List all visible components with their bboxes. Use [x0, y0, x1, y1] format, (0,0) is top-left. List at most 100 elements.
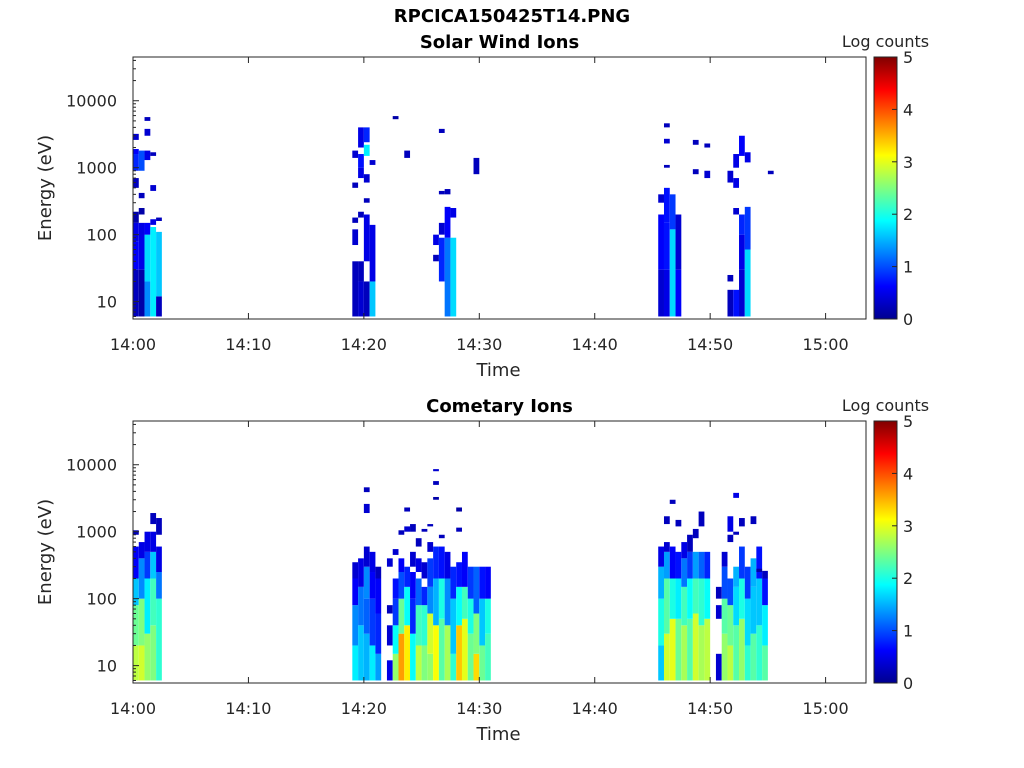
heatmap-cell: [415, 558, 422, 573]
heatmap-cell: [352, 605, 359, 646]
heatmap-cell: [398, 572, 405, 599]
heatmap-cell: [733, 289, 740, 317]
heatmap-cell: [479, 645, 486, 681]
colorbar-tick-label: 2: [903, 205, 913, 224]
heatmap-cell: [133, 269, 139, 317]
heatmap-cell: [739, 518, 745, 527]
heatmap-cell: [358, 167, 364, 179]
colorbar-frame: [873, 56, 898, 320]
heatmap-cell: [687, 618, 693, 681]
heatmap-cell: [352, 182, 359, 188]
heatmap-cell: [358, 586, 364, 626]
heatmap-cell: [687, 534, 693, 552]
heatmap-cell: [363, 503, 370, 514]
heatmap-cell: [133, 222, 139, 242]
heatmap-cell: [750, 516, 757, 525]
heatmap-cell: [450, 653, 457, 681]
heatmap-cell: [363, 214, 370, 262]
heatmap-cell: [375, 653, 382, 681]
x-tick-label: 14:00: [110, 699, 156, 718]
heatmap-cell: [456, 527, 462, 532]
heatmap-cell: [369, 551, 376, 573]
heatmap-cell: [739, 546, 745, 579]
heatmap-cell: [438, 128, 445, 133]
heatmap-cell: [762, 605, 768, 646]
heatmap-cell: [404, 566, 411, 587]
heatmap-cell: [363, 174, 370, 183]
heatmap-cell: [444, 578, 451, 626]
heatmap-cell: [715, 586, 722, 599]
heatmap-cell: [392, 625, 399, 654]
heatmap-cell: [427, 524, 434, 527]
heatmap-cell: [704, 618, 711, 681]
heatmap-cell: [669, 229, 676, 317]
heatmap-cell: [681, 625, 688, 681]
y-axis-label: Energy (eV): [35, 499, 56, 605]
heatmap-cell: [762, 570, 768, 579]
heatmap-cell: [421, 645, 428, 681]
heatmap-cell: [363, 633, 370, 681]
heatmap-cell: [138, 192, 145, 199]
heatmap-cell: [456, 586, 462, 626]
x-tick-label: 14:00: [110, 335, 156, 354]
heatmap-cell: [438, 190, 445, 195]
heatmap-cell: [669, 194, 676, 230]
heatmap-cell: [750, 586, 757, 634]
heatmap-cell: [144, 222, 151, 235]
colorbar-tick-label: 3: [903, 153, 913, 172]
heatmap-cell: [138, 150, 145, 171]
heatmap-cell: [762, 645, 768, 681]
x-axis-label: Time: [475, 360, 520, 381]
heatmap-cell: [438, 546, 445, 579]
heatmap-cell: [681, 542, 688, 559]
x-tick-label: 15:00: [803, 335, 849, 354]
heatmap-cell: [438, 237, 445, 282]
y-tick-label: 100: [86, 226, 117, 245]
x-tick-label: 14:50: [687, 335, 733, 354]
heatmap-cell: [444, 625, 451, 681]
heatmap-cell: [698, 578, 705, 626]
heatmap-cell: [456, 507, 462, 512]
heatmap-cell: [767, 170, 774, 175]
heatmap-cell: [369, 224, 376, 282]
colorbar-label: Log counts: [842, 396, 929, 415]
heatmap-cell: [433, 481, 439, 485]
heatmap-cell: [721, 566, 728, 599]
heatmap-cell: [410, 633, 416, 681]
x-tick-label: 15:00: [803, 699, 849, 718]
heatmap-cell: [675, 551, 682, 579]
x-axis-label: Time: [475, 724, 520, 745]
heatmap-cell: [687, 578, 693, 619]
heatmap-cell: [150, 152, 157, 156]
heatmap-cell: [427, 558, 434, 587]
heatmap-cell: [392, 653, 399, 681]
heatmap-cell: [392, 598, 399, 626]
heatmap-cell: [363, 566, 370, 599]
heatmap-cell: [733, 208, 740, 215]
heatmap-cell: [692, 613, 699, 681]
heatmap-cell: [467, 633, 474, 681]
x-tick-label: 14:20: [341, 699, 387, 718]
heatmap-cell: [404, 625, 411, 681]
heatmap-cell: [138, 208, 145, 215]
heatmap-cell: [375, 613, 382, 654]
heatmap-cell: [675, 214, 682, 270]
heatmap-cell: [133, 133, 139, 140]
heatmap-cell: [739, 578, 745, 619]
y-axis-label: Energy (eV): [35, 135, 56, 241]
heatmap-cell: [473, 157, 480, 175]
heatmap-cell: [739, 234, 745, 270]
heatmap-cell: [375, 566, 382, 579]
heatmap-cell: [444, 189, 451, 195]
y-tick-label: 10: [97, 293, 117, 312]
heatmap-cell: [156, 217, 162, 221]
y-tick-label: 1000: [76, 159, 117, 178]
heatmap-cell: [744, 645, 751, 681]
heatmap-cell: [358, 211, 364, 218]
heatmap-cell: [433, 625, 439, 681]
heatmap-cell: [658, 194, 664, 203]
heatmap-cell: [150, 551, 157, 579]
heatmap-cell: [427, 542, 434, 552]
heatmap-cell: [733, 154, 740, 168]
heatmap-cell: [698, 551, 705, 579]
